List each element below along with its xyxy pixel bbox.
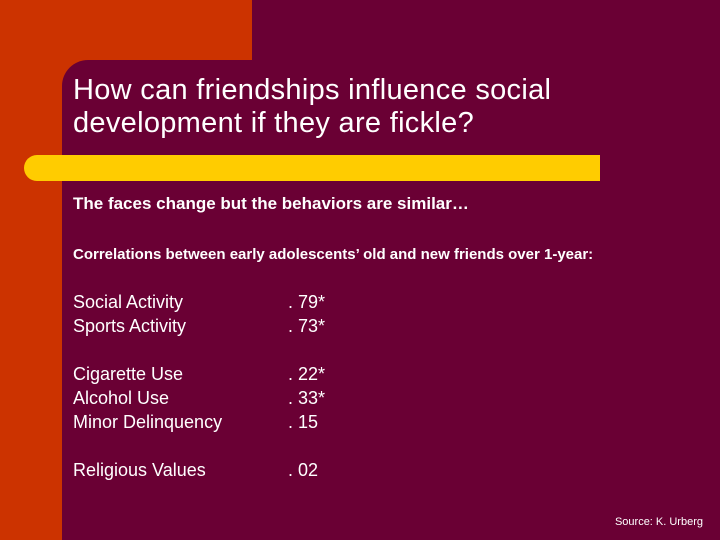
row-label: Minor Delinquency	[73, 412, 223, 432]
correlations-intro: Correlations between early adolescents’ …	[73, 246, 594, 263]
row-label: Alcohol Use	[73, 388, 170, 408]
row-value: . 79*	[288, 292, 326, 312]
yellow-divider-bar	[24, 155, 600, 181]
source-credit: Source: K. Urberg	[614, 516, 703, 528]
title-line-2: development if they are fickle?	[73, 107, 475, 139]
row-value: . 22*	[288, 364, 326, 384]
row-label: Religious Values	[73, 460, 206, 480]
row-value: . 02	[288, 460, 319, 480]
table-row: Sports Activity . 73*	[73, 314, 388, 338]
table-row: Minor Delinquency . 15	[73, 410, 388, 434]
group-activity: Social Activity . 79* Sports Activity . …	[73, 290, 388, 338]
row-label: Social Activity	[73, 292, 184, 312]
table-row: Cigarette Use . 22*	[73, 362, 388, 386]
table-row: Religious Values . 02	[73, 458, 388, 482]
table-row: Alcohol Use . 33*	[73, 386, 388, 410]
row-value: . 33*	[288, 388, 326, 408]
title-line-1: How can friendships influence social	[73, 74, 552, 106]
slide-title: How can friendships influence social dev…	[73, 74, 703, 140]
slide-subtitle: The faces change but the behaviors are s…	[73, 194, 469, 213]
table-row: Social Activity . 79*	[73, 290, 388, 314]
row-label: Sports Activity	[73, 316, 187, 336]
content-panel	[62, 60, 720, 540]
group-values: Religious Values . 02	[73, 458, 388, 482]
row-label: Cigarette Use	[73, 364, 184, 384]
group-substance: Cigarette Use . 22* Alcohol Use . 33* Mi…	[73, 362, 388, 434]
row-value: . 15	[288, 412, 319, 432]
row-value: . 73*	[288, 316, 326, 336]
